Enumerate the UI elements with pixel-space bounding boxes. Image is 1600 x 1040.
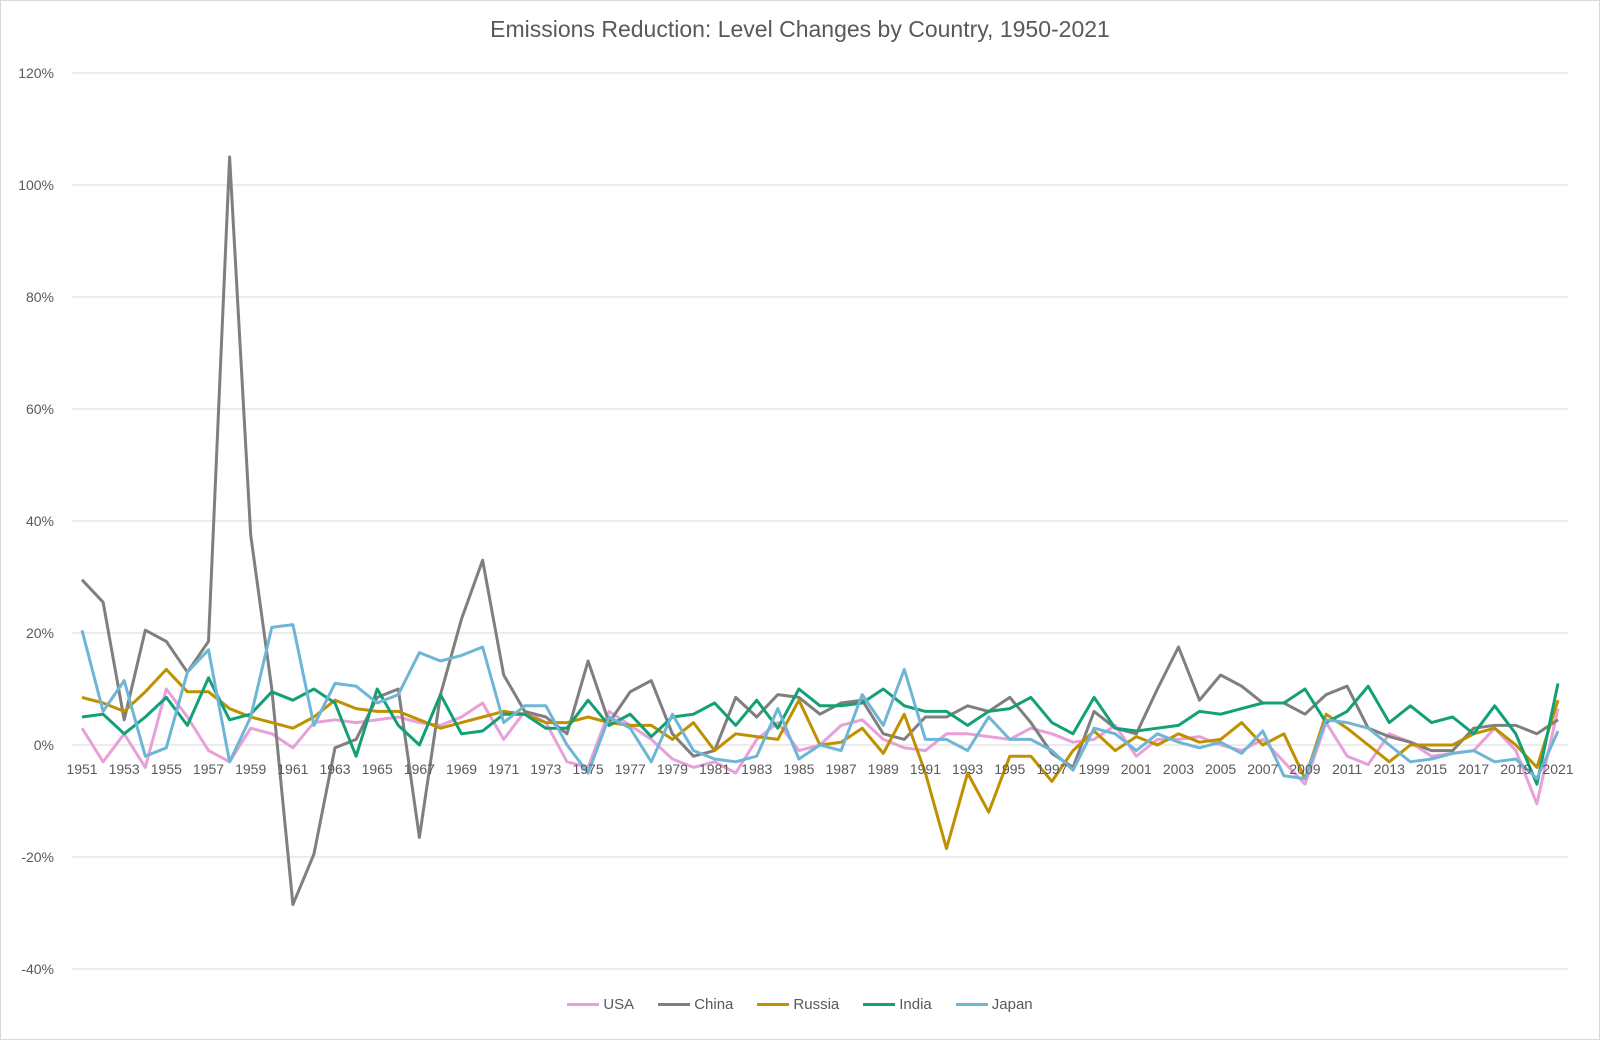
y-axis-tick-labels: 120% 100% 80% 60% 40% 20% 0% -20% -40%: [18, 65, 54, 977]
y-tick-label: 40%: [26, 513, 54, 529]
x-tick-label: 1997: [1036, 761, 1067, 777]
x-tick-label: 2009: [1289, 761, 1320, 777]
legend-swatch: [955, 1003, 988, 1006]
y-tick-label: 120%: [18, 65, 54, 81]
legend-swatch: [658, 1003, 691, 1006]
x-tick-label: 1955: [151, 761, 182, 777]
x-tick-label: 1957: [193, 761, 224, 777]
grid-layer: [72, 72, 1568, 970]
x-tick-label: 1983: [741, 761, 772, 777]
x-tick-label: 1999: [1079, 761, 1110, 777]
series-layer: [80, 155, 1560, 907]
y-tick-label: 100%: [18, 177, 54, 193]
series-line-japan: [80, 623, 1560, 781]
legend-item-china: China: [658, 996, 733, 1013]
y-tick-label: 0%: [34, 737, 54, 753]
legend-swatch: [863, 1003, 896, 1006]
legend-item-usa: USA: [567, 996, 634, 1013]
legend-label: China: [694, 996, 734, 1013]
x-tick-label: 1971: [488, 761, 519, 777]
x-tick-label: 1991: [910, 761, 941, 777]
x-tick-label: 2017: [1458, 761, 1489, 777]
x-tick-label: 1961: [277, 761, 308, 777]
x-tick-label: 1965: [362, 761, 393, 777]
x-tick-label: 2003: [1163, 761, 1194, 777]
legend-swatch: [567, 1003, 600, 1006]
x-tick-label: 2015: [1416, 761, 1447, 777]
legend-label: USA: [603, 996, 635, 1013]
x-tick-label: 2007: [1247, 761, 1278, 777]
x-tick-label: 2013: [1374, 761, 1405, 777]
x-tick-label: 1973: [530, 761, 561, 777]
legend-label: Russia: [793, 996, 840, 1013]
x-tick-label: 1979: [657, 761, 688, 777]
y-tick-label: -40%: [21, 961, 54, 977]
x-tick-label: 1989: [868, 761, 899, 777]
x-tick-label: 2005: [1205, 761, 1236, 777]
legend-label: India: [899, 996, 932, 1013]
x-tick-label: 1951: [66, 761, 97, 777]
x-tick-label: 1993: [952, 761, 983, 777]
legend-label: Japan: [991, 996, 1033, 1013]
x-axis-tick-labels: 1951 1953 1955 1957 1959 1961 1963 1965 1967 1969…: [66, 761, 1573, 777]
y-tick-label: -20%: [21, 849, 54, 865]
y-tick-label: 20%: [26, 625, 54, 641]
x-tick-label: 1963: [319, 761, 350, 777]
chart-title: Emissions Reduction: Level Changes by Co…: [490, 16, 1110, 42]
series-line-china: [80, 155, 1559, 907]
legend-swatch: [757, 1003, 790, 1006]
legend-item-russia: Russia: [757, 996, 839, 1013]
x-tick-label: 1981: [699, 761, 730, 777]
x-tick-label: 1967: [404, 761, 435, 777]
x-tick-label: 2001: [1121, 761, 1152, 777]
y-tick-label: 60%: [26, 401, 54, 417]
x-tick-label: 1953: [109, 761, 140, 777]
x-tick-label: 1995: [994, 761, 1025, 777]
x-tick-label: 1969: [446, 761, 477, 777]
x-tick-label: 2019: [1500, 761, 1531, 777]
x-tick-label: 1977: [615, 761, 646, 777]
x-tick-label: 1985: [783, 761, 814, 777]
x-tick-label: 2021: [1542, 761, 1573, 777]
legend-item-japan: Japan: [955, 996, 1033, 1013]
legend: USA China Russia India Japan: [0, 996, 1600, 1013]
legend-item-india: India: [863, 996, 932, 1013]
x-tick-label: 1987: [826, 761, 857, 777]
y-tick-label: 80%: [26, 289, 54, 305]
x-tick-label: 2011: [1332, 761, 1362, 777]
x-tick-label: 1959: [235, 761, 266, 777]
x-tick-label: 1975: [572, 761, 603, 777]
